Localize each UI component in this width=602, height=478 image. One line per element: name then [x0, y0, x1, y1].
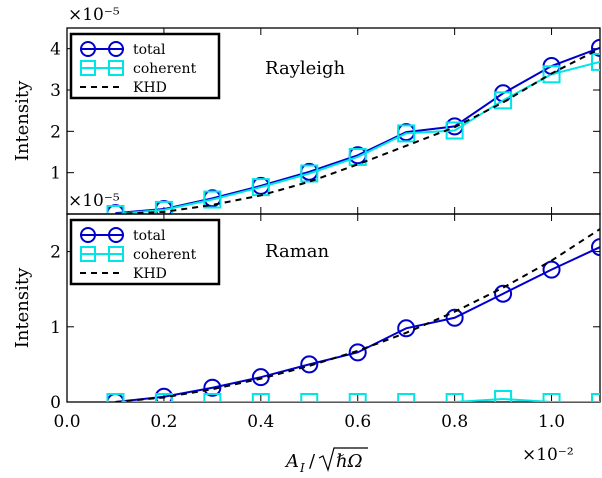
raman-ticks: 0 1 2 0.0 0.2 0.4 0.6 0.8 1.0: [50, 214, 600, 432]
point-coherent: [445, 393, 464, 402]
x-axis-label: A I / ℏΩ: [284, 447, 368, 475]
legend-label-total: total: [133, 42, 166, 58]
rayleigh-series: [106, 38, 600, 214]
ytick-label: 1: [50, 318, 61, 338]
point-total: [591, 238, 600, 257]
legend-marker-square: [108, 246, 124, 262]
raman-panel: 0 1 2 0.0 0.2 0.4 0.6 0.8 1.0 ×10⁻⁵ Intensity Ra…: [12, 191, 601, 475]
point-total: [494, 284, 513, 303]
xtick-label: 0.2: [150, 412, 177, 432]
ytick-label: 1: [50, 164, 61, 184]
point-coherent: [591, 52, 600, 71]
legend-marker-circle: [80, 41, 96, 57]
raman-title: Raman: [265, 241, 329, 262]
legend-marker-circle: [108, 227, 124, 243]
legend-label-total: total: [133, 228, 166, 244]
point-coherent: [203, 190, 222, 209]
sqrt-sign: [318, 447, 368, 472]
legend-marker-circle: [80, 227, 96, 243]
raman-y-multiplier: ×10⁻⁵: [68, 191, 120, 211]
series-line-total: [115, 46, 600, 214]
xlabel-slash: /: [309, 451, 316, 472]
legend-label-coherent: coherent: [133, 61, 197, 77]
ytick-label: 2: [50, 122, 61, 142]
series-line-total: [115, 246, 600, 402]
legend-marker-circle: [108, 41, 124, 57]
point-coherent: [542, 65, 561, 84]
point-total: [542, 260, 561, 279]
point-total: [203, 378, 222, 397]
x-multiplier: ×10⁻²: [522, 445, 574, 465]
point-coherent: [154, 393, 173, 402]
legend-marker-square: [80, 246, 96, 262]
point-coherent: [300, 393, 319, 402]
xtick-label: 0.0: [53, 412, 80, 432]
raman-legend: total coherent KHD: [69, 218, 221, 286]
point-coherent: [397, 124, 416, 143]
xtick-label: 0.4: [247, 412, 274, 432]
point-coherent: [106, 393, 125, 402]
legend-marker-square: [80, 60, 96, 76]
xtick-label: 0.6: [344, 412, 371, 432]
point-coherent: [397, 393, 416, 402]
series-line-khd: [115, 228, 600, 402]
xtick-label: 0.8: [441, 412, 468, 432]
ytick-label: 2: [50, 243, 61, 263]
raman-ylabel: Intensity: [12, 267, 33, 348]
legend-label-khd: KHD: [133, 80, 167, 96]
rayleigh-title: Rayleigh: [265, 58, 346, 79]
point-total: [445, 308, 464, 327]
point-coherent: [251, 393, 270, 402]
ytick-label: 4: [50, 40, 61, 60]
point-coherent: [494, 91, 513, 110]
legend-label-coherent: coherent: [133, 247, 197, 263]
raman-series: [106, 228, 600, 402]
point-coherent: [348, 393, 367, 402]
point-total: [591, 38, 600, 57]
rayleigh-panel: 1 2 3 4 ×10⁻⁵ Intensity Rayleigh total coher…: [12, 5, 601, 215]
point-coherent: [348, 147, 367, 166]
ytick-label: 3: [50, 81, 61, 101]
point-coherent: [203, 393, 222, 402]
point-total: [348, 343, 367, 362]
point-coherent: [106, 205, 125, 214]
point-coherent: [300, 164, 319, 183]
series-line-coherent: [115, 397, 600, 402]
xlabel-sub: I: [299, 461, 305, 475]
series-line-coherent: [115, 60, 600, 214]
series-line-khd: [115, 47, 600, 214]
legend-label-khd: KHD: [133, 266, 167, 282]
xtick-label: 1.0: [538, 412, 565, 432]
rayleigh-legend: total coherent KHD: [69, 32, 221, 100]
rayleigh-y-multiplier: ×10⁻⁵: [68, 5, 120, 25]
legend-marker-square: [108, 60, 124, 76]
rayleigh-ylabel: Intensity: [12, 80, 33, 161]
point-coherent: [494, 389, 513, 402]
xlabel-radicand: ℏΩ: [336, 451, 363, 472]
point-coherent: [542, 393, 561, 402]
point-total: [300, 355, 319, 374]
xlabel-a: A: [284, 451, 299, 472]
ytick-label: 0: [50, 393, 61, 413]
